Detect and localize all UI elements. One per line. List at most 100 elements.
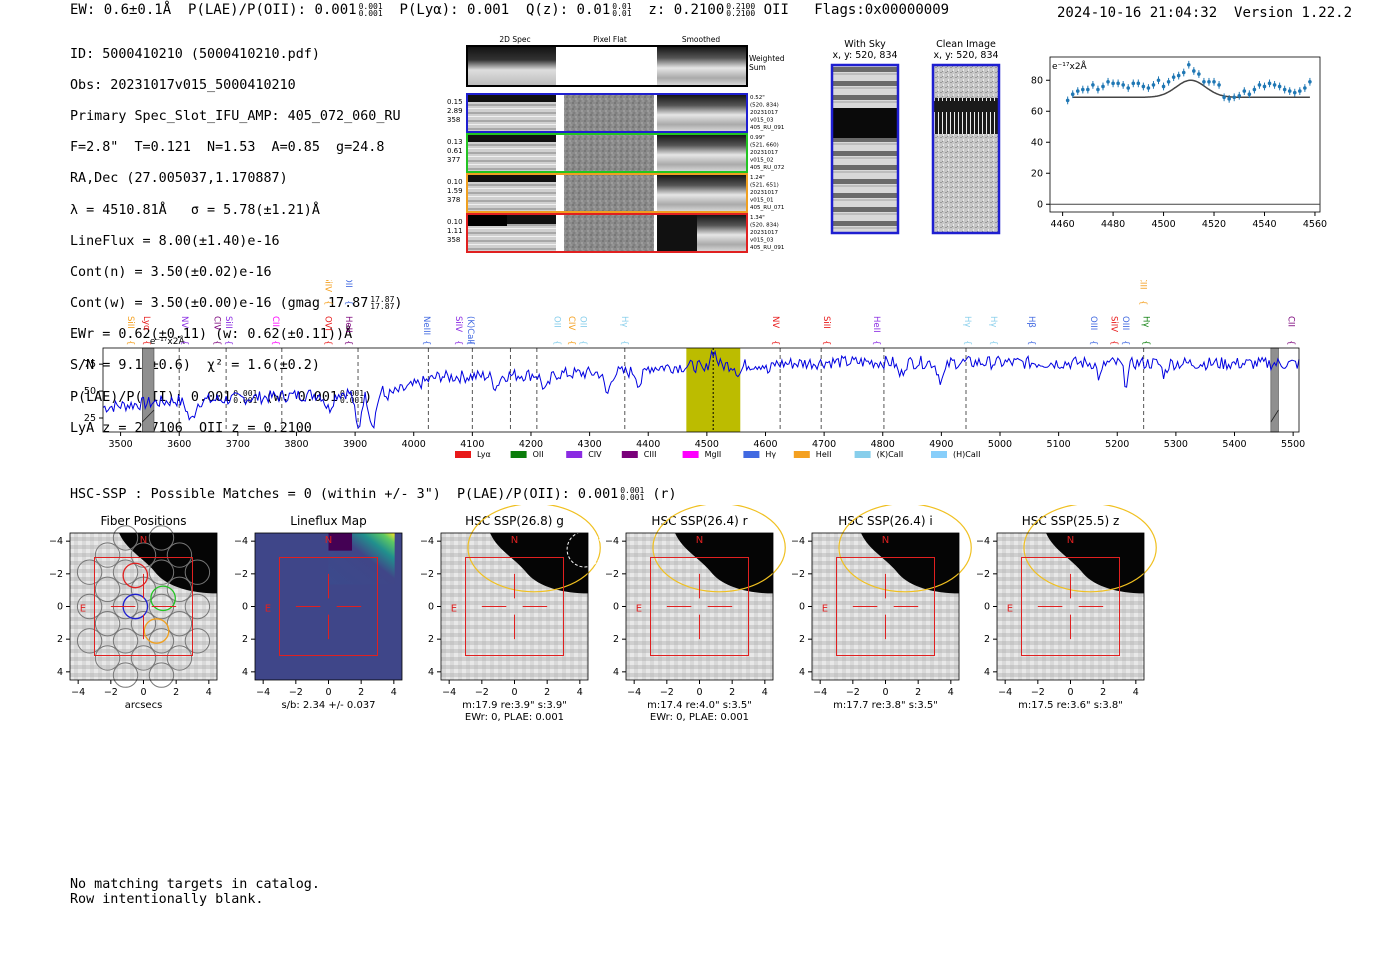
header-summary: EW: 0.6±0.1Å P(LAE)/P(OII): 0.001 0.001 0.… [70,2,949,18]
fiber-stat: 377 [447,156,460,164]
svg-text:CIV: CIV [588,450,602,459]
data-point [1171,73,1176,82]
hsc-panel: Fiber Positions N E −4 4 −2 2 0 0 2 −2 4 −4 arcsecs [50,514,218,711]
legend-item: CIV [566,450,602,459]
hsc-panel-title: HSC SSP(26.4) i [838,514,933,528]
data-point [1303,84,1307,92]
fiber-circle [94,576,121,603]
info-ewr: EWr = 0.62(±0.11) (w: 0.62(±0.11))Å [70,327,353,343]
masked-hatch [141,409,155,423]
spectral-line-label: (K)CaII{ [465,316,475,345]
hsc-panel-caption-2: EWr: 0, PLAE: 0.001 [650,712,749,723]
data-point [1298,87,1302,95]
spectrum-xtick-label: 3700 [226,439,250,450]
hsc-ytick-label: 0 [242,602,248,613]
data-point [1272,81,1277,89]
hsc-ytick-label: −2 [234,569,248,580]
east-label: E [1007,603,1013,614]
fiber-smoothed [657,94,747,132]
fiber-stat: 358 [447,116,460,124]
info-contn: Cont(n) = 3.50(±0.02)e-16 [70,264,272,280]
hsc-panel-caption: m:17.9 re:3.9" s:3.9" [462,700,567,711]
hsc-xtick-label: 0 [140,687,146,698]
east-label: E [451,603,457,614]
fiber-circle [148,559,175,585]
spectral-line-name: Hγ [1141,316,1151,327]
fiber-smoothed-dark [657,214,697,252]
fiber-info: 20231017 [750,110,778,116]
fiber-stat: 2.89 [447,107,463,115]
source-ellipse [838,505,972,593]
hsc-panel: HSC SSP(25.5) z N E −4 4 −2 2 0 0 2 −2 4 −4 m:17.5 re… [976,505,1157,711]
data-point [1257,81,1262,89]
spectrum-xtick-label: 4200 [519,439,543,450]
data-point [1197,70,1201,78]
fiber-info: v015_03 [750,238,774,244]
spectral-line-name: SiIV [453,316,463,332]
data-point [1146,84,1151,92]
spectral-line-brace: { [578,340,588,345]
zoom-ytick-label: 0 [1037,199,1043,210]
fiber-circle [148,662,175,688]
fiber-circle [112,559,139,585]
spectrum-xtick-label: 4600 [753,439,777,450]
fiber-info: v015_03 [750,118,774,124]
fiber-2d-band [467,174,556,182]
info-fit: F=2.8" T=0.121 N=1.53 A=0.85 g=24.8 [70,140,385,156]
data-point [1106,77,1110,86]
info-radec: RA,Dec (27.005037,1.170887) [70,171,288,187]
data-point [1207,77,1211,86]
spectral-line-name: OIII [1088,316,1098,330]
header-plya: P(Lyα): 0.001 [399,2,510,18]
hsc-ytick-label: 4 [57,667,63,678]
spectral-line-label: NV { [179,316,189,345]
fiber-row-border [466,93,748,133]
spectral-line-name: SiII [125,316,135,329]
hsc-ytick-label: 4 [799,667,805,678]
version: Version 1.22.2 [1234,5,1353,21]
fiber-pixel-flat [564,174,654,212]
spectral-line-brace: { [566,340,576,345]
fiber-circle [112,662,139,688]
zoom-ytick-label: 60 [1031,106,1043,117]
data-point [1086,85,1090,94]
hsc-xtick-label: 2 [1100,687,1106,698]
spectral-line-brace: { [179,340,189,345]
fiber-circle [166,576,193,603]
spectral-line-label: SiII { [125,316,135,345]
hsc-xtick-label: 4 [948,687,954,698]
data-point [1141,82,1146,91]
hsc-xtick-label: −4 [256,687,270,698]
fiber-stat: 0.10 [447,178,463,186]
hsc-xtick-label: −2 [660,687,674,698]
fiber-info: (521, 651) [750,183,779,189]
spectral-line-brace: { [141,340,151,345]
hsc-xtick-label: 0 [882,687,888,698]
hsc-ytick-label: −2 [605,569,619,580]
hsc-panel-title: Lineflux Map [290,514,366,528]
spectral-line-brace: { [551,340,561,345]
weighted-sum-row: Weighted Sum [466,45,785,87]
spectral-line-name: OVI [323,316,333,331]
fiber-stat: 1.59 [447,187,463,195]
zoom-xtick-label: 4460 [1051,219,1075,230]
fiber-info: 405_RU_091 [750,245,784,251]
header-z: z: 0.2100 0.2100 0.2100 OII [648,2,789,18]
legend-item: Hγ [743,450,776,459]
spectral-line-label: HeII { [343,316,353,345]
fiber-info: (520, 834) [750,223,779,229]
header-ew: EW: 0.6±0.1Å [70,2,172,18]
spectral-line-label: SiIV { [323,280,333,305]
spectral-line-brace: { [223,340,233,345]
data-point [1308,77,1312,86]
spectral-line-name: Lyα [141,316,151,331]
spectral-line-brace: { [619,340,629,345]
with-sky-coords: x, y: 520, 834 [832,50,897,61]
hsc-ytick-label: 0 [613,602,619,613]
hsc-panel-caption: arcsecs [125,700,163,711]
fiber-circle [112,628,139,654]
hsc-ytick-label: 4 [428,667,434,678]
